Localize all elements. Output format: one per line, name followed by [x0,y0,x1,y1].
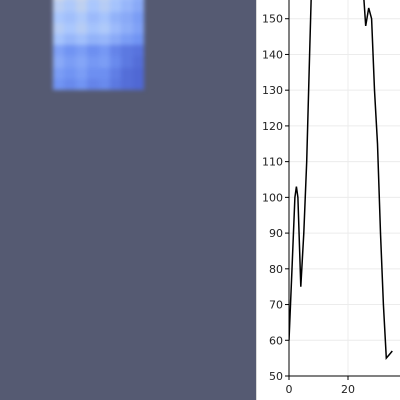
heatmap-cell [75,11,88,23]
heatmap-cell [121,22,133,34]
view-divider[interactable] [256,0,257,400]
heatmap-cell [75,56,88,68]
heatmap-cell [87,78,99,90]
heatmap-cell [132,33,144,46]
line-chart-view[interactable]: 506070809010011012013014015002040 [257,0,400,400]
heatmap-cell [64,33,76,46]
heatmap-cell [64,0,76,12]
y-tick-label: 100 [262,191,283,204]
heatmap-cell [121,56,133,68]
heatmap-slice [53,0,144,90]
y-tick-label: 120 [262,120,283,133]
heatmap-cell [53,0,65,12]
heatmap-cell [64,22,76,34]
heatmap-cell [98,22,110,34]
heatmap-cell [98,67,110,79]
line-chart: 506070809010011012013014015002040 [262,0,400,396]
heatmap-cell [75,0,88,12]
heatmap-cell [121,11,133,23]
heatmap-cell [64,67,76,79]
heatmap-cell [121,78,133,90]
heatmap-cell [53,78,65,90]
heatmap-cell [53,56,65,68]
heatmap-cell [121,45,133,57]
y-tick-label: 150 [262,13,283,26]
series-line [289,0,393,361]
heatmap-cell [53,22,65,34]
heatmap-cell [98,33,110,46]
y-tick-label: 50 [269,370,283,383]
y-tick-label: 140 [262,48,283,61]
heatmap-cell [132,78,144,90]
x-tick-label: 0 [286,383,293,396]
heatmap-cell [132,22,144,34]
heatmap-cell [64,56,76,68]
heatmap-cell [87,0,99,12]
y-tick-label: 60 [269,334,283,347]
heatmap-cell [53,67,65,79]
y-tick-label: 80 [269,263,283,276]
heatmap-cell [121,67,133,79]
heatmap-cell [53,33,65,46]
heatmap-cell [75,78,88,90]
heatmap-cell [87,56,99,68]
heatmap-cell [64,11,76,23]
heatmap-cell [64,78,76,90]
heatmap-cell [87,22,99,34]
heatmap-cell [132,67,144,79]
heatmap-cell [75,67,88,79]
heatmap-cell [109,67,122,79]
heatmap-cell [109,45,122,57]
render-view[interactable] [0,0,256,400]
heatmap-cell [75,33,88,46]
heatmap-cell [64,45,76,57]
heatmap-cell [98,45,110,57]
heatmap-cell [109,22,122,34]
heatmap-cell [109,11,122,23]
heatmap-cell [109,0,122,12]
heatmap-cell [87,67,99,79]
heatmap-cell [75,45,88,57]
heatmap-cell [132,11,144,23]
heatmap-cell [109,33,122,46]
heatmap-cell [132,45,144,57]
heatmap-cell [75,22,88,34]
y-tick-label: 90 [269,227,283,240]
heatmap-cell [98,11,110,23]
heatmap-cell [121,0,133,12]
x-tick-label: 20 [341,383,355,396]
heatmap-cell [98,56,110,68]
heatmap-cell [87,45,99,57]
heatmap-cell [87,11,99,23]
y-tick-label: 110 [262,156,283,169]
heatmap-cell [109,78,122,90]
heatmap-cell [53,45,65,57]
heatmap-cell [98,0,110,12]
heatmap-cell [132,0,144,12]
heatmap-cell [121,33,133,46]
heatmap-cell [132,56,144,68]
heatmap-cell [87,33,99,46]
heatmap-cell [98,78,110,90]
heatmap-cell [53,11,65,23]
y-tick-label: 130 [262,84,283,97]
heatmap-cell [109,56,122,68]
y-tick-label: 70 [269,299,283,312]
